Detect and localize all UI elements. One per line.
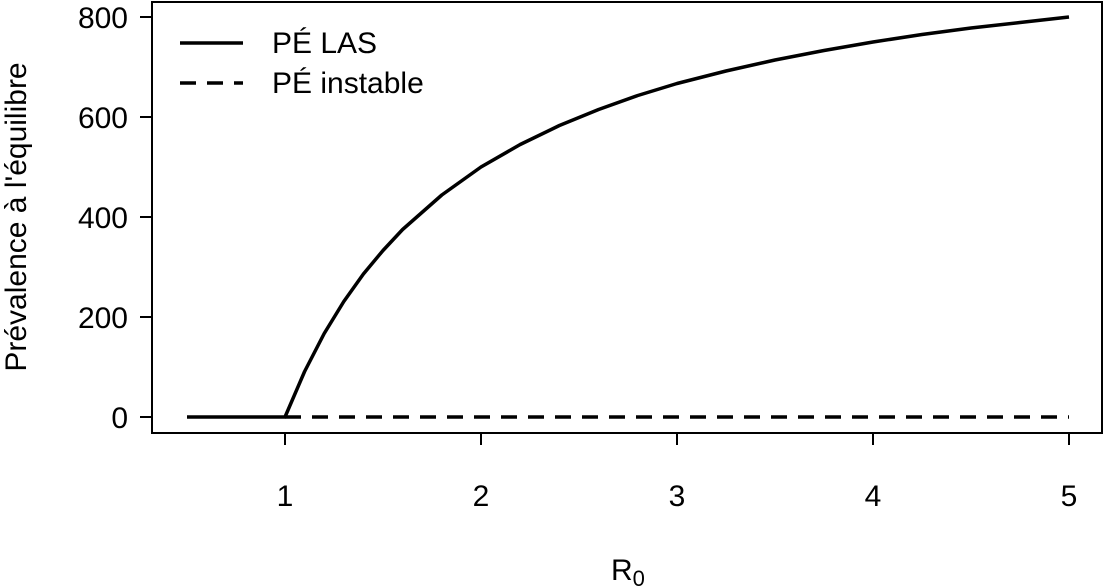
y-tick-label: 400 — [78, 202, 128, 235]
y-tick-label: 800 — [78, 2, 128, 35]
x-axis: 1 2 3 4 5 — [277, 433, 1078, 513]
legend-label: PÉ instable — [272, 67, 424, 100]
y-axis-label: Prévalence à l'équilibre — [0, 62, 33, 371]
y-tick-label: 200 — [78, 302, 128, 335]
x-axis-label-main: R — [611, 554, 633, 586]
y-tick-label: 600 — [78, 102, 128, 135]
series-layer — [187, 15, 1070, 419]
x-tick-label: 1 — [277, 480, 294, 513]
series-line-las — [187, 15, 1070, 419]
y-axis: 0 200 400 600 800 — [78, 2, 152, 435]
legend-label: PÉ LAS — [272, 27, 377, 60]
x-axis-label: R0 — [611, 554, 645, 586]
x-tick-label: 4 — [865, 480, 882, 513]
x-tick-label: 5 — [1061, 480, 1078, 513]
y-tick-label: 0 — [111, 402, 128, 435]
x-tick-label: 2 — [473, 480, 490, 513]
legend: PÉ LAS PÉ instable — [180, 27, 424, 100]
x-tick-label: 3 — [669, 480, 686, 513]
x-axis-label-subscript: 0 — [633, 566, 645, 586]
